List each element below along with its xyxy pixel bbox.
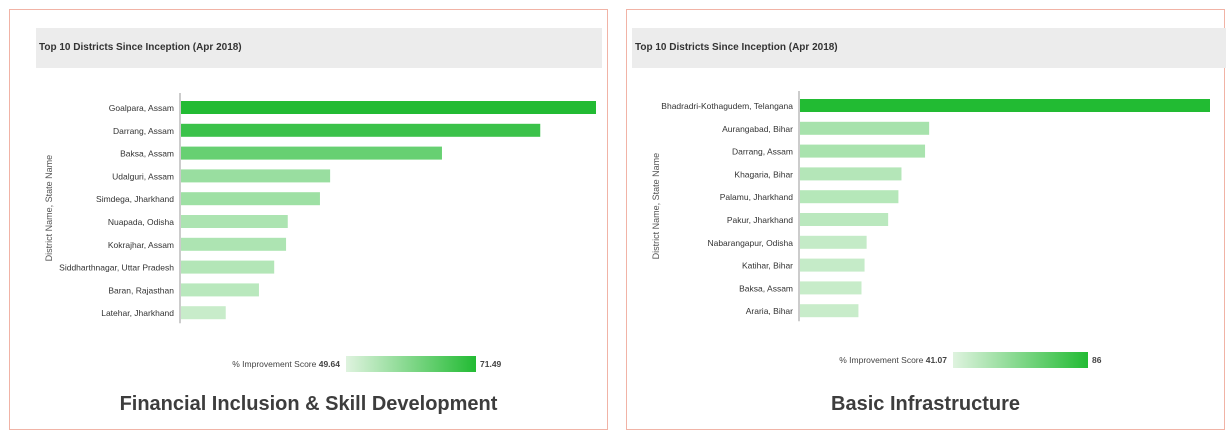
bar[interactable]: [181, 101, 596, 114]
bar[interactable]: [181, 283, 259, 297]
bar[interactable]: [800, 304, 859, 318]
bar[interactable]: [181, 215, 288, 228]
category-label: Darrang, Assam: [732, 147, 793, 157]
category-label: Goalpara, Assam: [109, 103, 174, 113]
chart-header: Top 10 Districts Since Inception (Apr 20…: [36, 28, 602, 68]
y-axis-title: District Name, State Name: [651, 153, 661, 260]
legend-gradient: [346, 356, 476, 372]
category-label: Nabarangapur, Odisha: [707, 238, 793, 248]
category-label: Araria, Bihar: [746, 306, 793, 316]
chart-title: Top 10 Districts Since Inception (Apr 20…: [635, 42, 838, 53]
bar[interactable]: [181, 146, 442, 160]
category-label: Baksa, Assam: [120, 149, 174, 159]
bar[interactable]: [800, 213, 889, 226]
bar[interactable]: [181, 306, 226, 320]
category-label: Latehar, Jharkhand: [101, 308, 174, 318]
chart-caption: Financial Inclusion & Skill Development: [119, 393, 498, 415]
category-label: Baran, Rajasthan: [108, 285, 174, 295]
bar[interactable]: [800, 167, 902, 181]
category-label: Simdega, Jharkhand: [96, 194, 174, 204]
bar[interactable]: [181, 123, 541, 137]
chart-panel-right: Top 10 Districts Since Inception (Apr 20…: [626, 9, 1226, 430]
bar-chart-basic-infrastructure: District Name, State Name Bhadradri-Kotha…: [651, 91, 1210, 368]
category-label: Khagaria, Bihar: [734, 169, 793, 179]
legend-gradient: [953, 352, 1088, 368]
category-label: Udalguri, Assam: [112, 171, 174, 181]
bar[interactable]: [800, 121, 930, 135]
category-label: Palamu, Jharkhand: [720, 192, 794, 202]
legend-max-value: 71.49: [480, 359, 502, 369]
legend-label: % Improvement Score 41.07: [839, 355, 947, 365]
bar-chart-financial-inclusion: District Name, State Name Goalpara, Assam…: [44, 93, 596, 372]
bar[interactable]: [800, 99, 1210, 112]
bar[interactable]: [181, 192, 320, 206]
bar[interactable]: [800, 258, 865, 272]
category-label: Bhadradri-Kothagudem, Telangana: [661, 101, 793, 111]
category-label: Aurangabad, Bihar: [722, 124, 793, 134]
chart-caption: Basic Infrastructure: [831, 393, 1020, 415]
category-label: Katihar, Bihar: [742, 261, 793, 271]
chart-header: Top 10 Districts Since Inception (Apr 20…: [632, 28, 1226, 68]
category-label: Pakur, Jharkhand: [727, 215, 793, 225]
chart-panel-left: Top 10 Districts Since Inception (Apr 20…: [9, 9, 608, 430]
chart-title: Top 10 Districts Since Inception (Apr 20…: [39, 42, 242, 53]
category-label: Baksa, Assam: [739, 283, 793, 293]
bar[interactable]: [800, 235, 867, 249]
bar[interactable]: [800, 281, 862, 295]
legend-max-value: 86: [1092, 355, 1102, 365]
legend-label: % Improvement Score 49.64: [232, 359, 340, 369]
bar[interactable]: [800, 144, 926, 158]
category-label: Kokrajhar, Assam: [108, 240, 174, 250]
y-axis-title: District Name, State Name: [44, 155, 54, 262]
bar[interactable]: [800, 190, 899, 204]
category-label: Darrang, Assam: [113, 126, 174, 136]
category-label: Nuapada, Odisha: [108, 217, 174, 227]
bar[interactable]: [181, 169, 331, 183]
category-label: Siddharthnagar, Uttar Pradesh: [59, 263, 174, 273]
bar[interactable]: [181, 260, 275, 274]
bar[interactable]: [181, 237, 287, 251]
